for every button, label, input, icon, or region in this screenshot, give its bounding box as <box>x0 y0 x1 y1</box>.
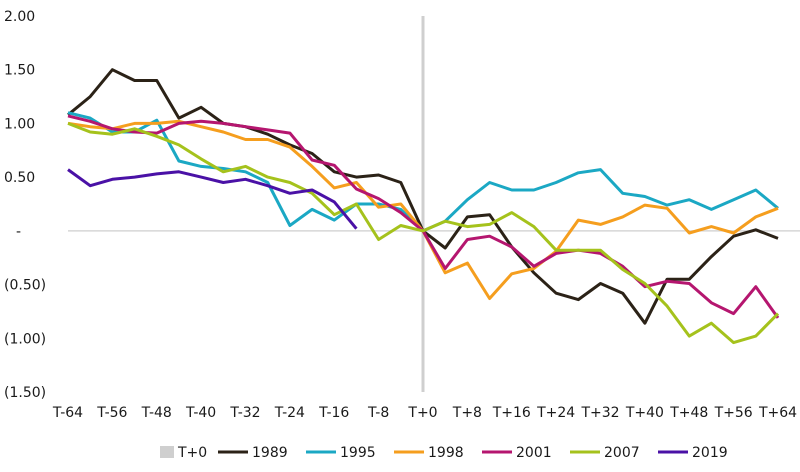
x-tick-label: T+24 <box>536 405 575 421</box>
series-line-2007 <box>67 122 780 345</box>
legend-label: 2019 <box>692 445 728 461</box>
y-tick-label: (0.50) <box>4 278 46 294</box>
legend-label: T+0 <box>177 445 207 461</box>
x-tick-label: T-56 <box>96 405 127 421</box>
y-tick-label: 0.50 <box>4 170 35 186</box>
legend-swatch <box>160 446 174 458</box>
x-tick-label: T-16 <box>318 405 349 421</box>
y-tick-label: (1.50) <box>4 385 46 401</box>
x-tick-label: T-24 <box>274 405 305 421</box>
y-tick-label: (1.00) <box>4 331 46 347</box>
x-tick-label: T-40 <box>185 405 216 421</box>
legend-label: 1995 <box>340 445 376 461</box>
x-axis-labels: T-64 T-56 T-48 T-40 T-32 T-24 T-16 T-8 T+0 T+8 T+1… <box>52 405 797 421</box>
x-tick-label: T-32 <box>229 405 260 421</box>
x-tick-label: T+48 <box>669 405 708 421</box>
x-tick-label: T+64 <box>758 405 797 421</box>
legend-label: 1998 <box>428 445 464 461</box>
x-tick-label: T-48 <box>141 405 172 421</box>
x-tick-label: T+16 <box>492 405 531 421</box>
y-tick-label: 1.50 <box>4 63 35 79</box>
y-tick-label: 1.00 <box>4 116 35 132</box>
y-tick-label: 2.00 <box>4 9 35 25</box>
legend-item-1995: 1995 <box>306 445 376 461</box>
y-axis-labels: 2.00 1.50 1.00 0.50 - (0.50) (1.00) (1.50) <box>4 9 46 401</box>
legend-item-2007: 2007 <box>570 445 640 461</box>
x-tick-label: T-64 <box>52 405 83 421</box>
legend-item-2019: 2019 <box>658 445 728 461</box>
x-tick-label: T-8 <box>367 405 389 421</box>
legend-item-t0: T+0 <box>160 445 207 461</box>
series-line-2019 <box>67 168 358 230</box>
x-tick-label: T+8 <box>452 405 482 421</box>
legend-item-1989: 1989 <box>218 445 288 461</box>
series-lines <box>67 68 780 345</box>
legend-label: 2001 <box>516 445 552 461</box>
legend-item-2001: 2001 <box>482 445 552 461</box>
legend-label: 2007 <box>604 445 640 461</box>
x-tick-label: T+56 <box>714 405 753 421</box>
y-tick-label: - <box>16 224 21 240</box>
x-tick-label: T+0 <box>407 405 437 421</box>
x-tick-label: T+40 <box>625 405 664 421</box>
legend-label: 1989 <box>252 445 288 461</box>
legend-item-1998: 1998 <box>394 445 464 461</box>
legend: T+0 1989 1995 1998 2001 2007 2019 <box>160 445 728 461</box>
x-tick-label: T+32 <box>580 405 619 421</box>
